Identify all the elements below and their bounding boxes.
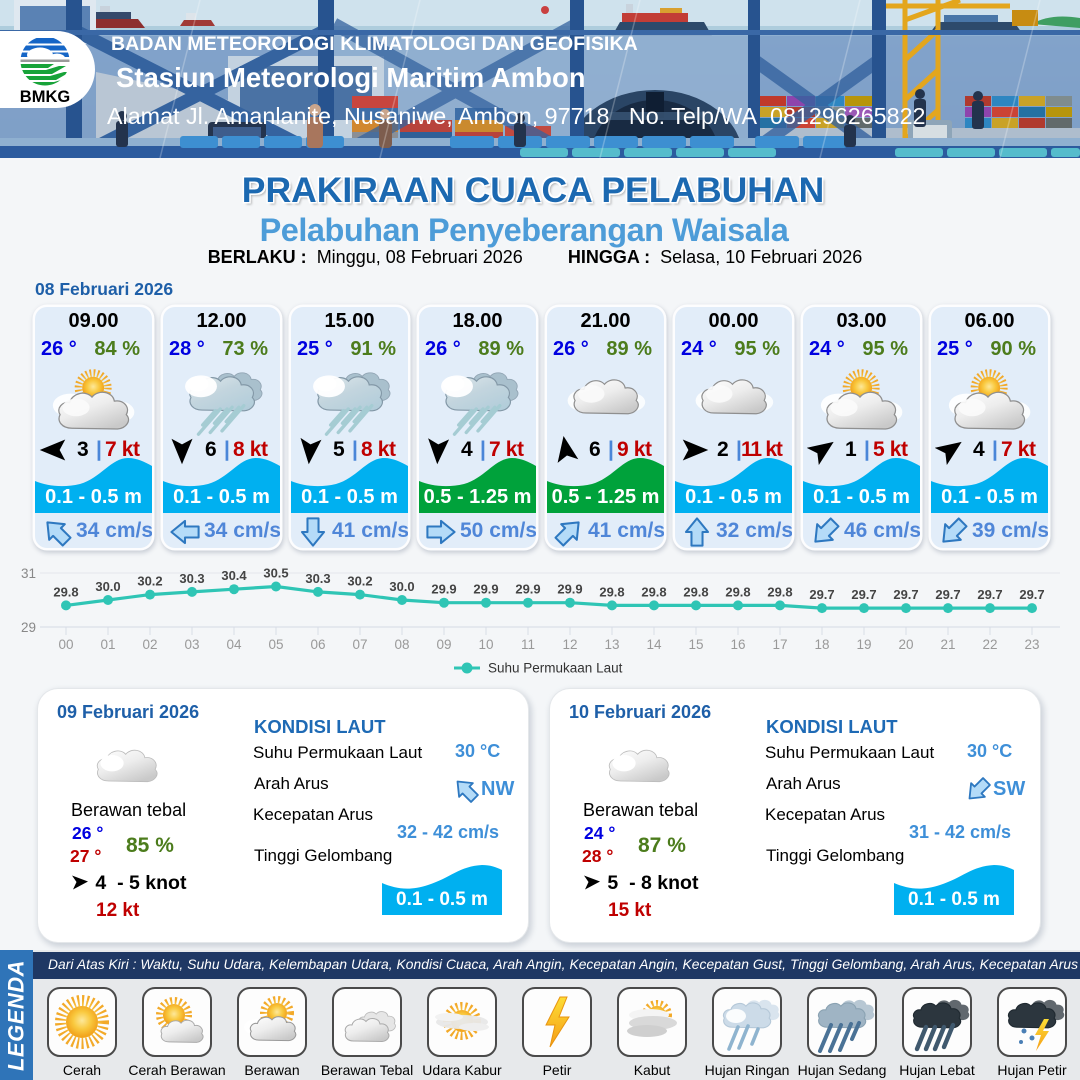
svg-text:29.8: 29.8: [641, 584, 666, 599]
svg-text:08: 08: [394, 637, 409, 652]
svg-text:29: 29: [21, 620, 36, 635]
svg-text:10: 10: [478, 637, 493, 652]
svg-text:02: 02: [142, 637, 157, 652]
svg-text:29.9: 29.9: [431, 582, 456, 597]
svg-text:29.8: 29.8: [725, 584, 750, 599]
svg-text:03: 03: [184, 637, 199, 652]
svg-text:30.0: 30.0: [95, 579, 120, 594]
svg-text:29.7: 29.7: [809, 587, 834, 602]
svg-text:30.5: 30.5: [263, 566, 288, 581]
svg-text:21: 21: [940, 637, 955, 652]
svg-text:09: 09: [436, 637, 451, 652]
svg-text:29.7: 29.7: [977, 587, 1002, 602]
svg-text:29.9: 29.9: [473, 582, 498, 597]
svg-text:16: 16: [730, 637, 745, 652]
svg-text:31: 31: [21, 566, 36, 581]
svg-text:0.1 - 0.5 m: 0.1 - 0.5 m: [396, 889, 488, 910]
svg-text:29.8: 29.8: [683, 584, 708, 599]
svg-text:11: 11: [521, 637, 535, 652]
svg-text:07: 07: [352, 637, 367, 652]
svg-text:14: 14: [646, 637, 662, 652]
svg-text:20: 20: [898, 637, 913, 652]
svg-text:29.7: 29.7: [851, 587, 876, 602]
svg-text:30.2: 30.2: [347, 574, 372, 589]
svg-text:30.3: 30.3: [305, 571, 330, 586]
svg-text:00: 00: [58, 637, 73, 652]
svg-text:18: 18: [814, 637, 829, 652]
svg-text:04: 04: [226, 637, 242, 652]
svg-text:29.8: 29.8: [53, 584, 78, 599]
svg-text:12: 12: [562, 637, 577, 652]
svg-text:0.1 - 0.5 m: 0.1 - 0.5 m: [908, 889, 1000, 910]
svg-text:29.8: 29.8: [599, 584, 624, 599]
svg-text:30.3: 30.3: [179, 571, 204, 586]
svg-text:15: 15: [688, 637, 703, 652]
svg-text:29.7: 29.7: [1019, 587, 1044, 602]
svg-text:30.2: 30.2: [137, 574, 162, 589]
svg-text:29.9: 29.9: [557, 582, 582, 597]
svg-text:01: 01: [100, 637, 115, 652]
svg-text:17: 17: [772, 637, 787, 652]
svg-text:29.8: 29.8: [767, 584, 792, 599]
svg-text:29.9: 29.9: [515, 582, 540, 597]
svg-text:BMKG: BMKG: [20, 88, 70, 104]
svg-text:23: 23: [1024, 637, 1039, 652]
svg-text:30.0: 30.0: [389, 579, 414, 594]
svg-text:06: 06: [310, 637, 325, 652]
svg-text:Suhu Permukaan Laut: Suhu Permukaan Laut: [488, 661, 623, 676]
svg-text:19: 19: [856, 637, 871, 652]
svg-text:05: 05: [268, 637, 283, 652]
svg-text:29.7: 29.7: [893, 587, 918, 602]
svg-text:22: 22: [982, 637, 997, 652]
svg-text:13: 13: [604, 637, 619, 652]
svg-text:29.7: 29.7: [935, 587, 960, 602]
svg-text:30.4: 30.4: [221, 568, 247, 583]
